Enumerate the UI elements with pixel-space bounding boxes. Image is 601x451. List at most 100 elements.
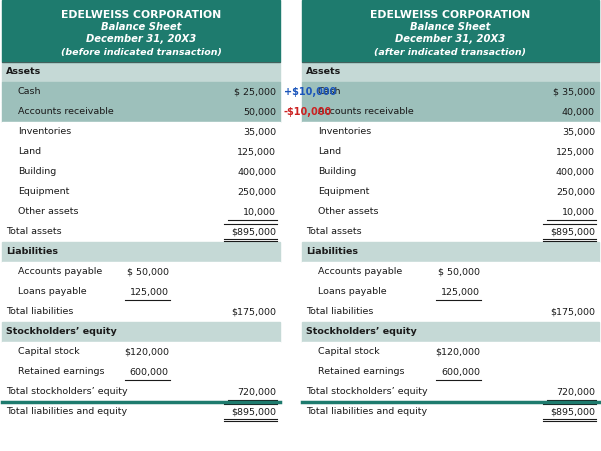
Bar bbox=[302, 222, 599, 242]
Text: Total liabilities and equity: Total liabilities and equity bbox=[306, 408, 427, 417]
Text: 125,000: 125,000 bbox=[441, 287, 480, 296]
Text: Assets: Assets bbox=[306, 68, 341, 77]
Text: Other assets: Other assets bbox=[18, 207, 79, 216]
Text: $175,000: $175,000 bbox=[550, 308, 595, 317]
Text: 720,000: 720,000 bbox=[237, 387, 276, 396]
Text: Total stockholders’ equity: Total stockholders’ equity bbox=[306, 387, 428, 396]
Bar bbox=[302, 62, 599, 82]
Text: $895,000: $895,000 bbox=[231, 227, 276, 236]
Text: $ 35,000: $ 35,000 bbox=[553, 87, 595, 97]
Text: $120,000: $120,000 bbox=[124, 348, 169, 356]
Bar bbox=[2, 362, 280, 382]
Text: Retained earnings: Retained earnings bbox=[18, 368, 105, 377]
Bar bbox=[302, 402, 599, 422]
Text: Equipment: Equipment bbox=[18, 188, 69, 197]
Text: Capital stock: Capital stock bbox=[318, 348, 380, 356]
Text: Total liabilities and equity: Total liabilities and equity bbox=[6, 408, 127, 417]
Text: Total liabilities: Total liabilities bbox=[306, 308, 373, 317]
Text: Assets: Assets bbox=[6, 68, 41, 77]
Text: 400,000: 400,000 bbox=[237, 167, 276, 176]
Text: 400,000: 400,000 bbox=[556, 167, 595, 176]
Bar bbox=[2, 322, 280, 342]
Bar bbox=[2, 202, 280, 222]
Bar bbox=[302, 322, 599, 342]
Bar bbox=[302, 262, 599, 282]
Text: December 31, 20X3: December 31, 20X3 bbox=[395, 34, 505, 44]
Text: Liabilities: Liabilities bbox=[306, 248, 358, 257]
Text: (before indicated transaction): (before indicated transaction) bbox=[61, 48, 221, 57]
Text: Building: Building bbox=[18, 167, 56, 176]
Bar bbox=[2, 62, 280, 82]
Text: Balance Sheet: Balance Sheet bbox=[101, 22, 181, 32]
Text: 125,000: 125,000 bbox=[130, 287, 169, 296]
Text: Other assets: Other assets bbox=[318, 207, 379, 216]
Text: Capital stock: Capital stock bbox=[18, 348, 79, 356]
Bar bbox=[2, 402, 280, 422]
Text: Stockholders’ equity: Stockholders’ equity bbox=[306, 327, 416, 336]
Text: Loans payable: Loans payable bbox=[18, 287, 87, 296]
Text: Accounts receivable: Accounts receivable bbox=[318, 107, 413, 116]
Bar bbox=[302, 342, 599, 362]
Text: 600,000: 600,000 bbox=[130, 368, 169, 377]
Text: 125,000: 125,000 bbox=[237, 147, 276, 156]
Text: 250,000: 250,000 bbox=[556, 188, 595, 197]
Bar bbox=[302, 122, 599, 142]
Text: 50,000: 50,000 bbox=[243, 107, 276, 116]
Bar bbox=[302, 0, 599, 62]
Bar bbox=[2, 0, 280, 62]
Text: $895,000: $895,000 bbox=[231, 408, 276, 417]
Bar bbox=[2, 382, 280, 402]
Text: Total stockholders’ equity: Total stockholders’ equity bbox=[6, 387, 127, 396]
Text: 35,000: 35,000 bbox=[243, 128, 276, 137]
Bar bbox=[2, 122, 280, 142]
Text: 10,000: 10,000 bbox=[562, 207, 595, 216]
Text: Retained earnings: Retained earnings bbox=[318, 368, 404, 377]
Bar bbox=[302, 182, 599, 202]
Text: -$10,000: -$10,000 bbox=[284, 107, 332, 117]
Text: 250,000: 250,000 bbox=[237, 188, 276, 197]
Text: Accounts payable: Accounts payable bbox=[318, 267, 402, 276]
Text: Cash: Cash bbox=[318, 87, 341, 97]
Bar bbox=[2, 162, 280, 182]
Text: $175,000: $175,000 bbox=[231, 308, 276, 317]
Bar bbox=[2, 102, 280, 122]
Bar bbox=[2, 342, 280, 362]
Text: Total liabilities: Total liabilities bbox=[6, 308, 73, 317]
Text: $ 25,000: $ 25,000 bbox=[234, 87, 276, 97]
Bar bbox=[302, 302, 599, 322]
Text: Inventories: Inventories bbox=[18, 128, 72, 137]
Text: $895,000: $895,000 bbox=[550, 227, 595, 236]
Bar bbox=[302, 362, 599, 382]
Text: Land: Land bbox=[18, 147, 41, 156]
Bar bbox=[2, 222, 280, 242]
Bar bbox=[302, 102, 599, 122]
Text: Cash: Cash bbox=[18, 87, 41, 97]
Bar bbox=[2, 302, 280, 322]
Text: Total assets: Total assets bbox=[306, 227, 362, 236]
Bar bbox=[2, 242, 280, 262]
Bar bbox=[302, 162, 599, 182]
Bar bbox=[302, 382, 599, 402]
Text: 720,000: 720,000 bbox=[556, 387, 595, 396]
Text: December 31, 20X3: December 31, 20X3 bbox=[86, 34, 196, 44]
Text: 600,000: 600,000 bbox=[441, 368, 480, 377]
Bar bbox=[2, 82, 280, 102]
Bar bbox=[302, 82, 599, 102]
Text: Total assets: Total assets bbox=[6, 227, 62, 236]
Text: 125,000: 125,000 bbox=[556, 147, 595, 156]
Text: +$10,000: +$10,000 bbox=[284, 87, 337, 97]
Bar bbox=[302, 242, 599, 262]
Bar bbox=[2, 182, 280, 202]
Text: Accounts payable: Accounts payable bbox=[18, 267, 102, 276]
Text: $895,000: $895,000 bbox=[550, 408, 595, 417]
Text: 40,000: 40,000 bbox=[562, 107, 595, 116]
Text: Stockholders’ equity: Stockholders’ equity bbox=[6, 327, 117, 336]
Text: Loans payable: Loans payable bbox=[318, 287, 386, 296]
Bar bbox=[2, 262, 280, 282]
Bar bbox=[302, 282, 599, 302]
Text: Accounts receivable: Accounts receivable bbox=[18, 107, 114, 116]
Bar bbox=[2, 142, 280, 162]
Text: $120,000: $120,000 bbox=[435, 348, 480, 356]
Text: Building: Building bbox=[318, 167, 356, 176]
Text: Equipment: Equipment bbox=[318, 188, 370, 197]
